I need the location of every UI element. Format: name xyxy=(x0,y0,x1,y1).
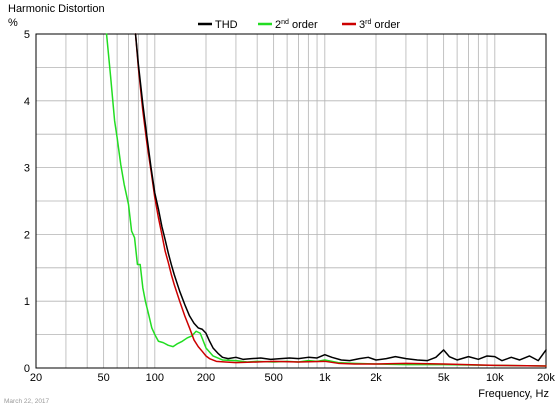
legend: THD 2nd order 3rd order xyxy=(198,19,400,31)
x-tick-label: 1k xyxy=(319,372,331,384)
y-tick-label: 1 xyxy=(24,296,30,308)
legend-label-thd: THD xyxy=(215,19,238,31)
y-tick-label: 5 xyxy=(24,29,30,41)
y-tick-label: 3 xyxy=(24,163,30,175)
y-axis-label: % xyxy=(8,17,18,29)
x-tick-label: 50 xyxy=(98,372,110,384)
y-tick-label: 4 xyxy=(24,96,30,108)
tick-labels: 20 50 100 200 500 1k 2k 5k 10k 20k 0 1 2 3 4 5 xyxy=(24,29,555,384)
x-tick-label: 20 xyxy=(30,372,42,384)
grid xyxy=(36,34,546,368)
y-tick-label: 2 xyxy=(24,229,30,241)
chart-title: Harmonic Distortion xyxy=(8,3,105,15)
x-tick-label: 10k xyxy=(486,372,504,384)
legend-label-2nd-order: 2nd order xyxy=(275,19,318,31)
x-tick-label: 500 xyxy=(264,372,282,384)
y-tick-label: 0 xyxy=(24,363,30,375)
date-note: March 22, 2017 xyxy=(4,398,50,405)
x-tick-label: 2k xyxy=(370,372,382,384)
plot-frame xyxy=(35,33,547,369)
x-tick-label: 100 xyxy=(146,372,164,384)
series-line-3rd-order xyxy=(134,33,547,367)
x-tick-label: 5k xyxy=(438,372,450,384)
x-tick-label: 200 xyxy=(197,372,215,384)
x-axis-label: Frequency, Hz xyxy=(478,388,549,400)
series-line-thd xyxy=(134,33,547,362)
x-tick-label: 20k xyxy=(537,372,555,384)
series-line-2nd-order xyxy=(105,33,547,367)
legend-label-3rd-order: 3rd order xyxy=(359,19,400,31)
series-layer xyxy=(105,33,547,367)
